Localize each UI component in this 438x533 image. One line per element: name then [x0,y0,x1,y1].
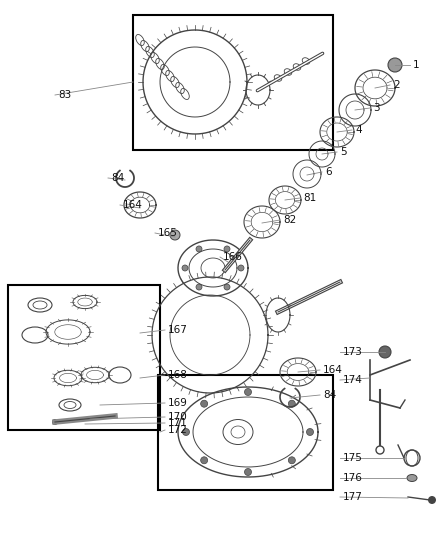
Text: 164: 164 [123,200,143,210]
Circle shape [379,346,391,358]
Circle shape [238,265,244,271]
Ellipse shape [407,474,417,481]
Bar [8,285,160,430]
Text: 170: 170 [168,412,188,422]
Text: 177: 177 [343,492,363,502]
Text: 82: 82 [283,215,296,225]
Circle shape [196,246,202,252]
Circle shape [182,265,188,271]
Text: 169: 169 [168,398,188,408]
Circle shape [170,230,180,240]
Text: 1: 1 [413,60,420,70]
Text: 173: 173 [343,347,363,357]
Text: 176: 176 [343,473,363,483]
Circle shape [196,284,202,290]
Text: 166: 166 [223,252,243,262]
Text: 164: 164 [323,365,343,375]
Text: 6: 6 [325,167,332,177]
Circle shape [201,400,208,407]
Text: 81: 81 [303,193,316,203]
Circle shape [288,457,295,464]
Circle shape [183,429,190,435]
Ellipse shape [223,419,253,445]
Text: 2: 2 [393,80,399,90]
Circle shape [388,58,402,72]
Bar [158,375,333,490]
Text: 84: 84 [111,173,124,183]
Bar [133,15,333,150]
Circle shape [428,496,436,504]
Text: 167: 167 [168,325,188,335]
Circle shape [52,419,58,425]
Circle shape [244,389,251,395]
Text: 165: 165 [158,228,178,238]
Circle shape [201,457,208,464]
Circle shape [224,284,230,290]
Text: 4: 4 [355,125,362,135]
Text: 175: 175 [343,453,363,463]
Text: 3: 3 [373,103,380,113]
Circle shape [288,400,295,407]
Circle shape [307,429,314,435]
Text: 83: 83 [58,90,71,100]
Text: 174: 174 [343,375,363,385]
Circle shape [224,246,230,252]
Text: 84: 84 [323,390,336,400]
Circle shape [244,469,251,475]
Text: 171: 171 [168,418,188,428]
Text: 168: 168 [168,370,188,380]
Text: 172: 172 [168,425,188,435]
Text: 5: 5 [340,147,346,157]
